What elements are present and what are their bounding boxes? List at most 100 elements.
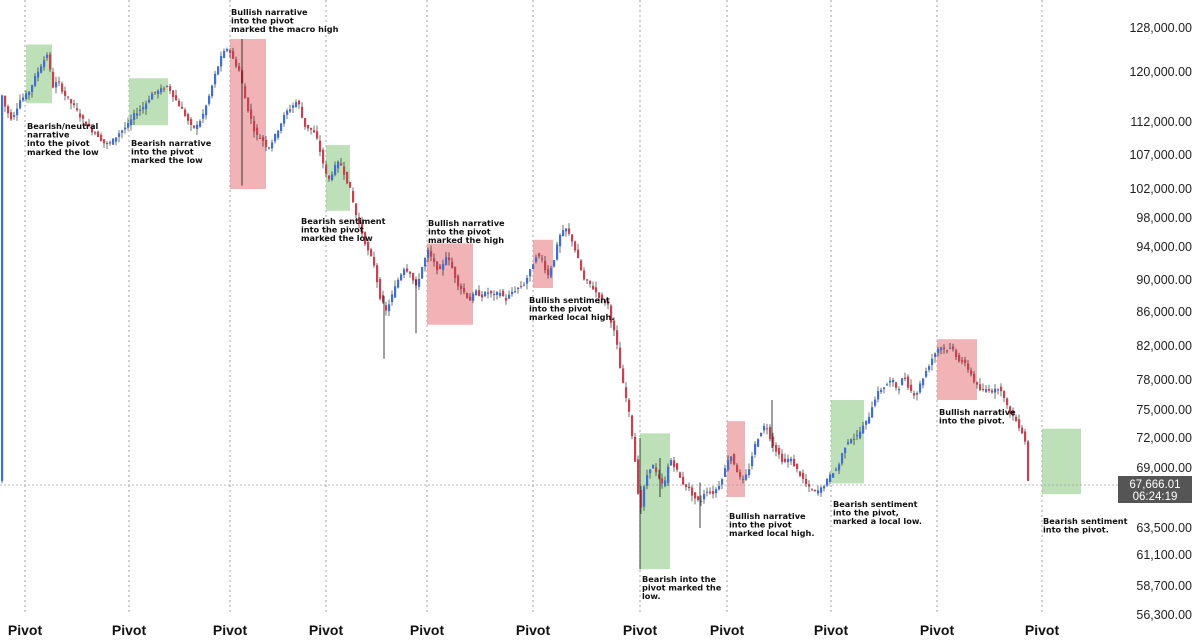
candle-up	[130, 119, 133, 125]
candle-down	[595, 287, 598, 293]
candle-up	[394, 286, 397, 298]
candle-down	[184, 109, 187, 116]
candle-down	[697, 496, 700, 501]
y-tick-label: 78,000.00	[1136, 373, 1192, 387]
candle-up	[277, 130, 280, 138]
candle-down	[637, 459, 640, 494]
candle-up	[166, 85, 169, 87]
candle-up	[841, 453, 844, 464]
candle-up	[559, 234, 562, 247]
candle-down	[691, 487, 694, 496]
candle-up	[919, 383, 922, 393]
candle-down	[688, 486, 691, 489]
candle-down	[106, 143, 109, 145]
candle-down	[712, 491, 715, 494]
candle-up	[475, 290, 478, 296]
y-tick-label: 98,000.00	[1136, 211, 1192, 225]
candle-up	[724, 468, 727, 477]
candle-up	[715, 489, 718, 494]
candle-down	[610, 305, 613, 323]
candle-down	[601, 294, 604, 299]
candle-up	[868, 416, 871, 424]
candle-up	[508, 294, 511, 299]
candle-down	[586, 279, 589, 281]
candle-down	[568, 228, 571, 234]
candle-down	[310, 127, 313, 130]
candle-up	[670, 460, 673, 466]
candle-up	[883, 387, 886, 390]
candle-down	[796, 463, 799, 469]
candle-up	[994, 388, 997, 393]
candle-up	[922, 378, 925, 386]
candle-down	[673, 460, 676, 468]
candle-up	[280, 123, 283, 131]
candle-down	[49, 54, 52, 70]
candle-down	[364, 232, 367, 245]
candle-up	[499, 292, 502, 296]
candle-up	[550, 268, 553, 277]
candle-up	[817, 490, 820, 494]
candle-up	[484, 292, 487, 297]
candle-up	[526, 277, 529, 284]
annotations: Bearish/neutral narrative into the pivot ma…	[27, 7, 1128, 601]
candle-down	[259, 137, 262, 139]
y-tick-label: 90,000.00	[1136, 273, 1192, 287]
candle-up	[889, 380, 892, 383]
candle-down	[379, 279, 382, 299]
candle-down	[433, 258, 436, 263]
candle-up	[139, 109, 142, 112]
y-tick-label: 75,000.00	[1136, 403, 1192, 417]
candle-up	[667, 466, 670, 483]
candle-down	[769, 427, 772, 440]
candle-down	[655, 467, 658, 473]
candle-down	[436, 261, 439, 271]
candle-down	[607, 300, 610, 305]
candle-down	[247, 97, 250, 111]
y-tick-label: 56,300.00	[1136, 608, 1192, 622]
candle-up	[34, 76, 37, 86]
candle-up	[55, 82, 58, 88]
candle-down	[502, 290, 505, 296]
candle-down	[481, 294, 484, 298]
candle-down	[766, 428, 769, 430]
candle-down	[592, 285, 595, 290]
bearish-sentiment-zone	[1042, 428, 1081, 495]
candle-up	[646, 475, 649, 486]
candle-up	[745, 474, 748, 480]
candle-up	[205, 105, 208, 116]
candle-down	[640, 490, 643, 508]
x-pivot-label: Pivot	[623, 622, 658, 638]
candle-up	[22, 97, 25, 101]
candle-up	[700, 501, 703, 503]
candle-up	[790, 458, 793, 462]
candle-down	[784, 458, 787, 462]
candle-up	[496, 292, 499, 296]
candle-up	[295, 102, 298, 107]
candle-up	[109, 142, 112, 144]
candle-up	[706, 491, 709, 493]
candle-up	[220, 55, 223, 67]
candle-down	[913, 393, 916, 396]
candle-down	[811, 489, 814, 491]
candle-down	[604, 300, 607, 304]
candle-down	[10, 112, 13, 120]
candle-up	[124, 127, 127, 130]
candle-down	[739, 472, 742, 477]
candle-up	[43, 60, 46, 68]
candle-down	[1009, 406, 1012, 414]
candle-down	[325, 164, 328, 174]
candle-down	[100, 134, 103, 141]
candle-down	[634, 436, 637, 462]
candle-down	[52, 71, 55, 88]
candle-down	[955, 350, 958, 358]
candle-down	[778, 448, 781, 455]
annotation-note: Bullish narrative into the pivot marked lo…	[729, 511, 815, 538]
bullish-sentiment-zone	[727, 421, 745, 497]
candle-down	[79, 113, 82, 118]
candle-up	[877, 391, 880, 400]
candle-up	[523, 284, 526, 286]
candle-up	[214, 73, 217, 85]
candle-down	[70, 99, 73, 104]
y-tick-label: 128,000.00	[1129, 21, 1192, 35]
